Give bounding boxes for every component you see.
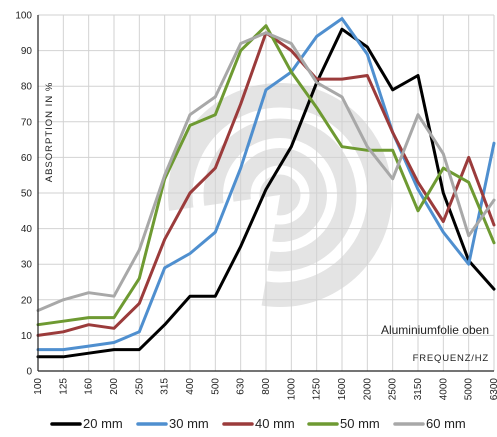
axes <box>37 15 494 372</box>
x-tick-label: 800 <box>261 378 272 395</box>
y-tick-label: 100 <box>15 11 32 22</box>
series-line-50-mm <box>36 24 496 327</box>
x-tick-label: 1600 <box>337 378 348 401</box>
x-tick-label: 630 <box>236 378 247 395</box>
x-tick-labels: 100 125 160 200 250 315 400 500 630 800 1000 1250 16… <box>33 378 497 401</box>
x-axis-label: FREQUENZ/HZ <box>413 353 489 364</box>
x-tick-label: 200 <box>109 378 120 395</box>
annotation-label: Aluminiumfolie oben <box>381 323 489 337</box>
x-tick-label: 250 <box>134 378 145 395</box>
watermark-ring-outer <box>192 107 368 283</box>
x-tick-label: 1250 <box>312 378 323 401</box>
y-tick-label: 50 <box>21 189 33 200</box>
x-tick-label: 5000 <box>464 378 475 401</box>
watermark-ring-inner <box>250 165 310 225</box>
y-tick-label: 10 <box>21 331 33 342</box>
y-tick-label: 40 <box>21 224 33 235</box>
y-tick-label: 70 <box>21 117 33 128</box>
series-lines <box>36 17 496 359</box>
watermark-ring-middle <box>223 138 337 252</box>
grid <box>37 14 495 372</box>
x-tick-label: 400 <box>185 378 196 395</box>
series-line-60-mm <box>36 31 496 312</box>
x-tick-label: 500 <box>210 378 221 395</box>
y-tick-label: 30 <box>21 260 33 271</box>
x-tick-label: 2000 <box>362 378 373 401</box>
legend-label: 50 mm <box>340 416 380 431</box>
x-tick-label: 3150 <box>413 378 424 401</box>
y-tick-label: 20 <box>21 295 33 306</box>
legend-label: 30 mm <box>169 416 209 431</box>
y-tick-label: 0 <box>26 367 32 378</box>
y-tick-labels: 0 10 20 30 40 50 60 70 80 90 100 <box>15 11 32 378</box>
x-tick-label: 125 <box>58 378 69 395</box>
y-tick-label: 60 <box>21 153 33 164</box>
legend-label: 20 mm <box>83 416 123 431</box>
legend: 20 mm 30 mm 40 mm 50 mm 60 mm <box>50 416 466 431</box>
x-tick-label: 315 <box>160 378 171 395</box>
x-tick-label: 100 <box>33 378 44 395</box>
watermark-wedge <box>140 195 280 345</box>
legend-label: 60 mm <box>426 416 466 431</box>
y-tick-label: 80 <box>21 82 33 93</box>
y-axis-label: ABSORPTION IN % <box>44 82 55 183</box>
x-tick-label: 1000 <box>286 378 297 401</box>
series-line-20-mm <box>36 27 496 359</box>
y-tick-label: 90 <box>21 46 33 57</box>
series-line-30-mm <box>36 17 496 352</box>
x-tick-label: 160 <box>84 378 95 395</box>
legend-label: 40 mm <box>255 416 295 431</box>
x-tick-label: 6300 <box>489 378 497 401</box>
x-tick-label: 2500 <box>388 378 399 401</box>
x-tick-label: 4000 <box>438 378 449 401</box>
